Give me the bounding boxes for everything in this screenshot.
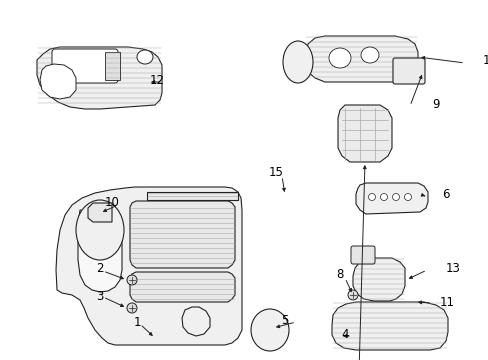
Polygon shape [105,52,120,80]
Ellipse shape [360,47,378,63]
Polygon shape [182,307,209,336]
Text: 1: 1 [133,315,141,328]
Text: 6: 6 [441,188,449,201]
Polygon shape [56,187,242,345]
Text: 13: 13 [445,261,460,274]
Polygon shape [337,105,391,162]
Ellipse shape [250,309,288,351]
Text: 8: 8 [336,269,343,282]
Polygon shape [352,258,404,301]
Text: 12: 12 [149,73,164,86]
Text: 14: 14 [482,54,488,68]
Polygon shape [37,47,162,109]
Text: 4: 4 [341,328,348,341]
Text: 15: 15 [268,166,283,180]
Circle shape [404,194,411,201]
Polygon shape [88,203,112,222]
Polygon shape [331,302,447,350]
Polygon shape [130,272,235,302]
Polygon shape [78,210,122,292]
Text: 2: 2 [96,262,103,275]
Ellipse shape [283,41,312,83]
Text: 5: 5 [281,315,288,328]
Ellipse shape [137,50,153,64]
FancyBboxPatch shape [52,49,118,83]
Circle shape [368,194,375,201]
Text: 11: 11 [439,296,453,309]
Polygon shape [355,183,427,214]
Polygon shape [305,36,417,82]
Text: 3: 3 [96,289,103,302]
Text: 10: 10 [104,195,119,208]
Polygon shape [130,201,235,268]
Circle shape [127,275,137,285]
Polygon shape [147,192,238,200]
Circle shape [380,194,386,201]
Ellipse shape [76,200,124,260]
Polygon shape [40,64,76,99]
Circle shape [347,290,357,300]
Ellipse shape [328,48,350,68]
FancyBboxPatch shape [392,58,424,84]
Circle shape [127,303,137,313]
Text: 9: 9 [431,98,439,111]
FancyBboxPatch shape [350,246,374,264]
Circle shape [392,194,399,201]
